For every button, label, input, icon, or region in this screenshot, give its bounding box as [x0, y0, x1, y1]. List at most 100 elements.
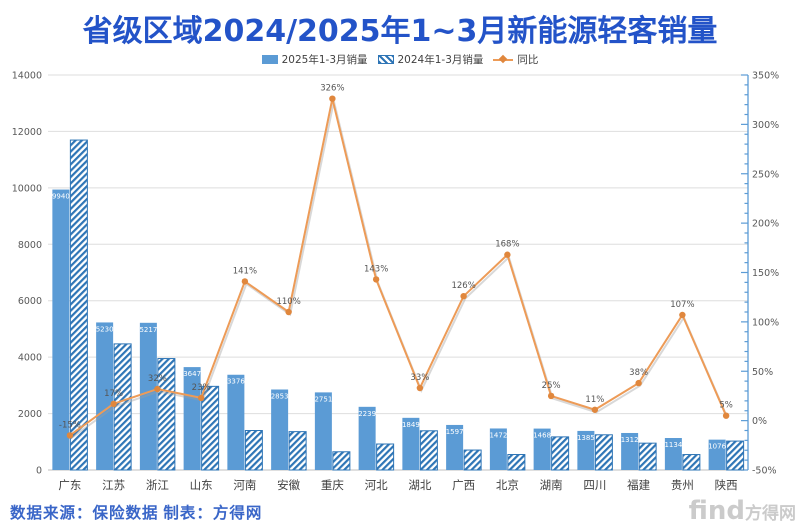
yoy-value-label: 110%	[276, 297, 300, 307]
bar-2024-四川[interactable]	[594, 434, 613, 471]
bar-2024-湖北[interactable]	[419, 430, 438, 471]
x-axis-label-重庆: 重庆	[321, 478, 344, 492]
bar-2025-安徽[interactable]	[271, 389, 289, 470]
bar-value-label: 1134	[664, 441, 682, 449]
watermark-latin: find	[688, 496, 745, 526]
legend-item-2024[interactable]: 2024年1-3月销量	[377, 52, 484, 67]
yoy-value-label: 126%	[451, 281, 475, 291]
yoy-marker-江苏[interactable]	[110, 400, 117, 408]
yoy-marker-北京[interactable]	[504, 251, 511, 258]
right-axis-tick-label: 200%	[752, 219, 779, 230]
right-axis-tick-label: 350%	[752, 71, 779, 82]
x-axis-label-广东: 广东	[58, 478, 81, 492]
x-axis-label-贵州: 贵州	[671, 478, 694, 492]
right-axis-tick-label: 150%	[752, 268, 779, 279]
legend-label-2024: 2024年1-3月销量	[397, 54, 484, 66]
x-axis-label-广西: 广西	[452, 478, 475, 492]
left-axis-tick-label: 4000	[18, 353, 42, 364]
yoy-value-label: 17%	[104, 389, 123, 399]
yoy-marker-重庆[interactable]	[329, 95, 336, 102]
bar-2024-北京[interactable]	[507, 454, 526, 471]
yoy-marker-山东[interactable]	[197, 394, 205, 402]
bar-value-label: 1312	[621, 436, 639, 444]
bar-value-label: 1472	[489, 431, 507, 439]
bar-2025-北京[interactable]	[489, 428, 507, 470]
right-axis-tick-label: 300%	[752, 120, 779, 131]
yoy-value-label: 168%	[495, 240, 519, 250]
yoy-marker-河南[interactable]	[241, 278, 249, 285]
bar-2024-贵州[interactable]	[682, 454, 701, 471]
legend-item-2025[interactable]: 2025年1-3月销量	[261, 52, 368, 67]
bar-2025-重庆[interactable]	[314, 392, 332, 470]
bar-2024-湖南[interactable]	[551, 436, 570, 471]
x-axis-label-陕西: 陕西	[715, 478, 738, 492]
legend-swatch-hatched-bar	[377, 55, 394, 64]
bar-2025-山东[interactable]	[183, 367, 201, 470]
yoy-value-label: 23%	[192, 383, 211, 393]
watermark-cjk: 方得网	[745, 504, 796, 524]
bar-value-label: 1385	[577, 434, 595, 442]
sales-chart: 0 2000 4000 6000 8000 10000 12000 14000 -50% 0% 50…	[12, 71, 779, 493]
yoy-marker-陕西[interactable]	[722, 412, 730, 419]
bar-2024-浙江[interactable]	[157, 358, 176, 471]
bar-2025-河南[interactable]	[227, 374, 245, 470]
chart-legend: 2025年1-3月销量 2024年1-3月销量 同比	[0, 52, 800, 67]
legend-item-yoy[interactable]: 同比	[493, 52, 538, 67]
bar-2024-重庆[interactable]	[332, 451, 351, 471]
bar-2024-河北[interactable]	[376, 443, 395, 471]
bar-2024-山东[interactable]	[201, 385, 220, 471]
bar-2025-四川[interactable]	[577, 430, 595, 470]
bar-value-label: 1597	[446, 428, 464, 436]
x-axis-label-河北: 河北	[365, 478, 388, 492]
bar-2024-陕西[interactable]	[726, 440, 745, 471]
x-axis-label-浙江: 浙江	[146, 478, 169, 492]
yoy-marker-四川[interactable]	[591, 406, 599, 413]
x-axis-label-湖南: 湖南	[540, 478, 563, 492]
bar-2025-广西[interactable]	[446, 424, 464, 470]
chart-title: 省级区域2024/2025年1~3月新能源轻客销量	[82, 14, 718, 49]
yoy-value-label: 11%	[585, 395, 604, 405]
yoy-marker-湖南[interactable]	[547, 392, 555, 400]
bar-value-label: 5217	[139, 326, 157, 334]
bar-2024-福建[interactable]	[638, 442, 657, 471]
legend-label-2025: 2025年1-3月销量	[281, 54, 368, 66]
legend-swatch-solid-bar	[261, 55, 278, 64]
bar-2024-安徽[interactable]	[288, 431, 307, 471]
yoy-marker-贵州[interactable]	[679, 311, 686, 319]
legend-line-marker-icon	[499, 54, 508, 63]
yoy-marker-广西[interactable]	[460, 293, 467, 300]
left-axis-tick-label: 12000	[12, 127, 42, 138]
bar-2025-陕西[interactable]	[708, 439, 726, 470]
yoy-value-label: -15%	[59, 420, 81, 430]
bar-2025-贵州[interactable]	[664, 438, 682, 470]
bar-2025-湖南[interactable]	[533, 428, 551, 470]
yoy-marker-河北[interactable]	[372, 276, 380, 283]
bar-2025-广东[interactable]	[52, 189, 70, 471]
bar-2024-广西[interactable]	[463, 449, 482, 471]
yoy-value-label: 5%	[719, 401, 733, 411]
bar-value-label: 1849	[402, 421, 420, 429]
yoy-value-label: 141%	[233, 266, 257, 276]
yoy-value-label: 143%	[364, 264, 388, 274]
yoy-value-label: 25%	[542, 381, 561, 391]
x-axis-label-安徽: 安徽	[277, 478, 300, 492]
yoy-marker-湖北[interactable]	[416, 384, 424, 392]
bar-2025-江苏[interactable]	[96, 322, 114, 470]
bar-2025-浙江[interactable]	[139, 322, 157, 470]
yoy-value-label: 38%	[629, 368, 648, 378]
bar-2025-河北[interactable]	[358, 406, 376, 470]
yoy-marker-广东[interactable]	[66, 432, 74, 439]
yoy-marker-安徽[interactable]	[285, 308, 292, 316]
yoy-marker-浙江[interactable]	[154, 385, 161, 393]
watermark: find方得网	[689, 496, 796, 526]
bar-2025-福建[interactable]	[621, 432, 639, 470]
bar-2024-河南[interactable]	[244, 430, 263, 471]
bar-2024-广东[interactable]	[69, 139, 88, 471]
bar-2025-湖北[interactable]	[402, 417, 420, 470]
yoy-marker-福建[interactable]	[635, 379, 642, 387]
yoy-line	[69, 97, 728, 437]
bar-2024-江苏[interactable]	[113, 343, 132, 471]
bar-value-label: 2239	[358, 410, 376, 418]
left-axis-tick-label: 8000	[18, 240, 42, 251]
right-axis-tick-label: 250%	[752, 169, 779, 180]
